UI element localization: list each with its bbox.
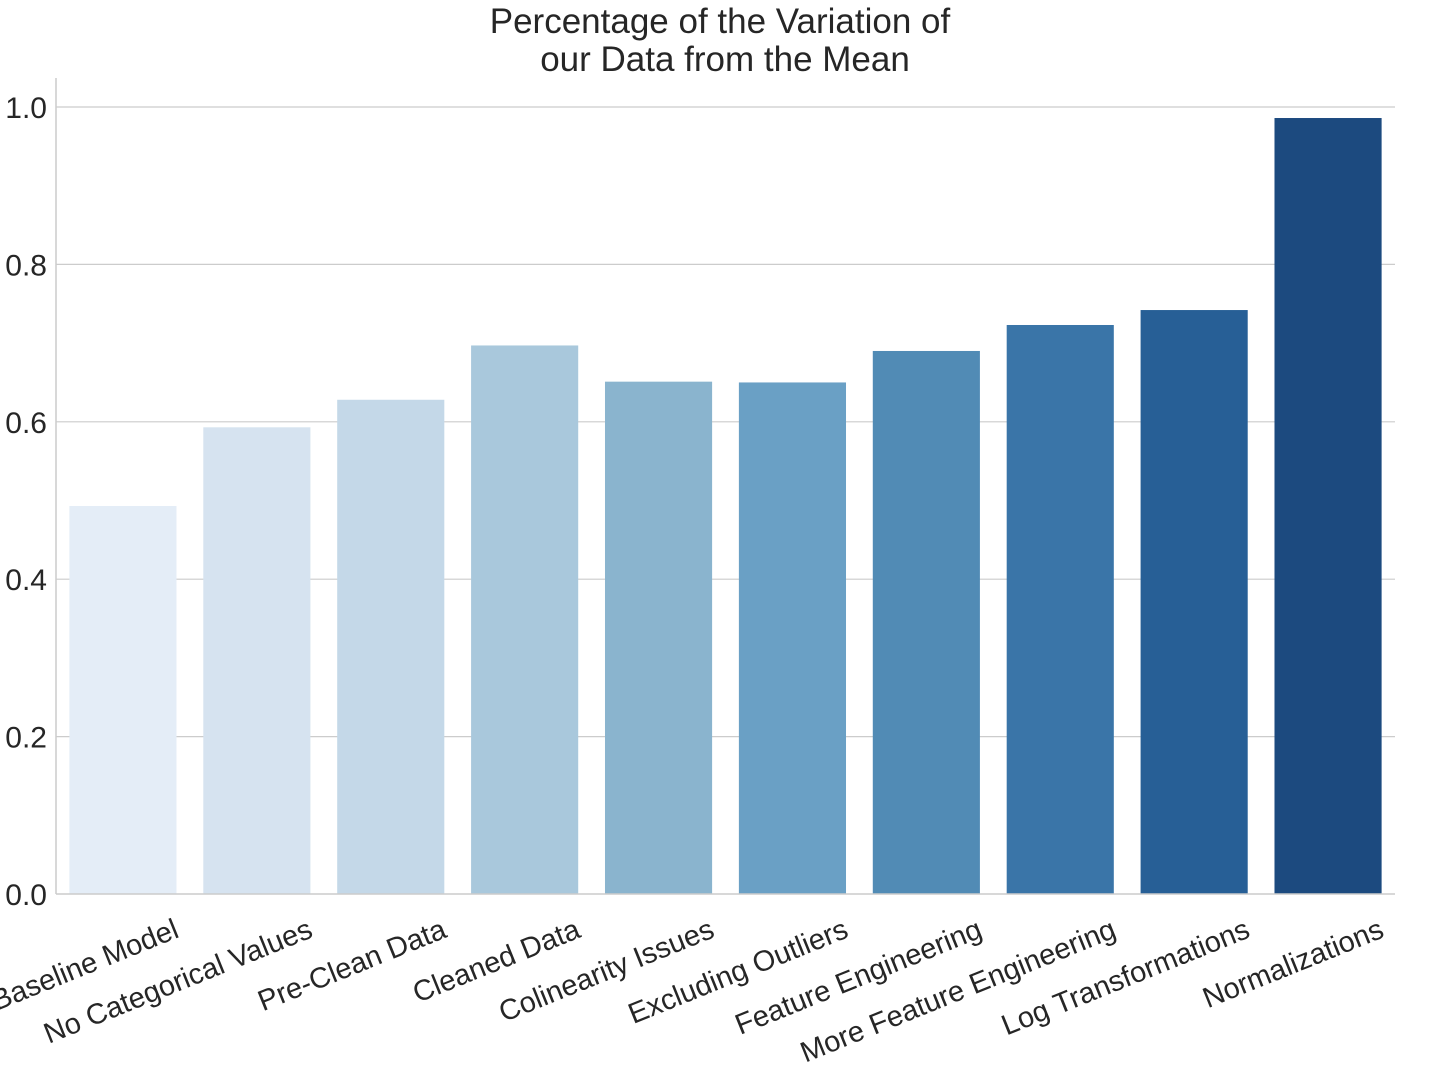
bar (1140, 310, 1248, 894)
y-tick-label: 0.2 (5, 722, 47, 755)
bar (1274, 118, 1382, 894)
bar (1006, 324, 1114, 894)
bar (738, 382, 847, 894)
y-tick-label: 0.6 (5, 407, 47, 440)
y-tick-labels: 0.0 0.2 0.4 0.6 0.8 1.0 (5, 92, 47, 912)
bar (69, 506, 177, 894)
y-tick-label: 1.0 (5, 92, 47, 125)
bars (69, 118, 1382, 895)
bar (604, 381, 713, 895)
y-tick-label: 0.4 (5, 564, 47, 597)
chart-title-line-1: Percentage of the Variation of (490, 2, 951, 41)
bar (203, 427, 311, 894)
bar (872, 350, 980, 895)
y-tick-label: 0.0 (5, 879, 47, 912)
chart-title-line-2: our Data from the Mean (540, 40, 910, 79)
y-tick-label: 0.8 (5, 249, 47, 282)
bar (471, 345, 579, 894)
bar (337, 399, 445, 894)
